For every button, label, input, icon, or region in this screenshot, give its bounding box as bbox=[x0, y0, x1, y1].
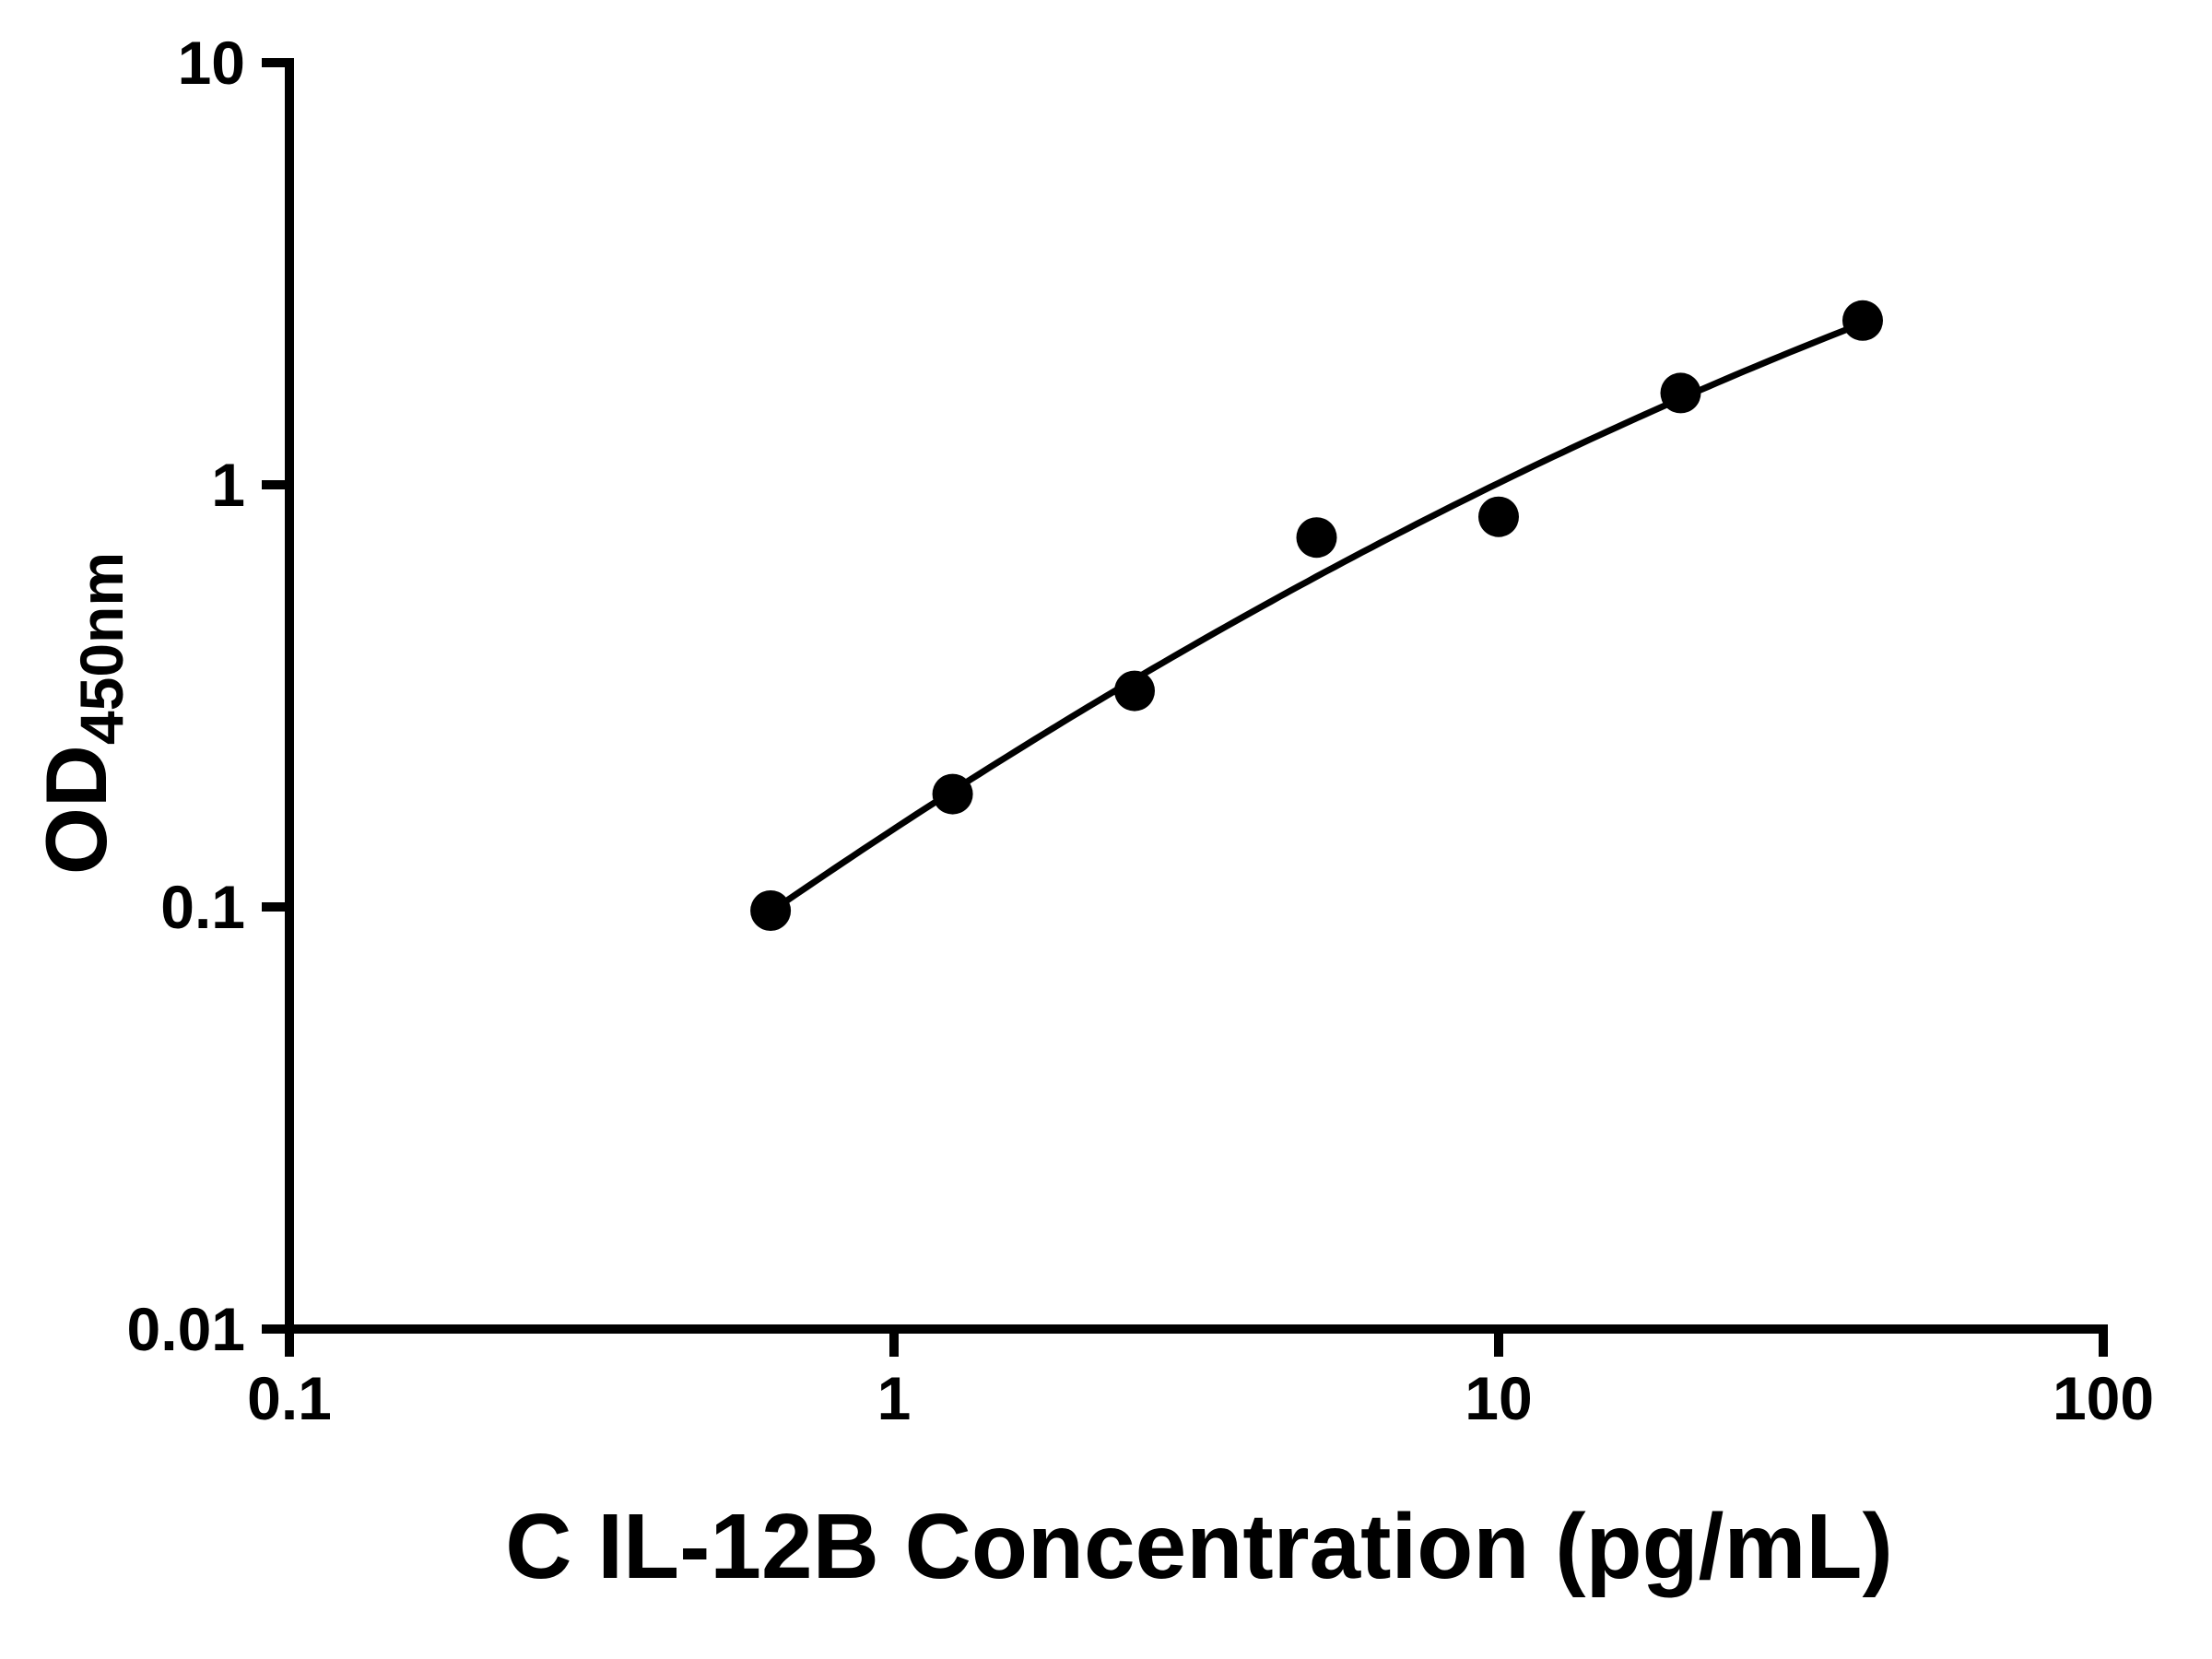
y-tick-label: 0.01 bbox=[127, 1295, 245, 1363]
axes bbox=[285, 58, 2108, 1334]
y-tick-label: 10 bbox=[178, 29, 245, 97]
data-point-marker bbox=[1114, 670, 1155, 712]
y-tick-label: 0.1 bbox=[160, 873, 245, 941]
y-axis-title-main: OD bbox=[28, 745, 124, 875]
x-tick-label: 1 bbox=[877, 1364, 912, 1432]
fit-curve bbox=[769, 320, 1865, 915]
data-point-marker bbox=[750, 890, 792, 931]
axis-ticks bbox=[262, 58, 2108, 1357]
x-tick-label: 0.1 bbox=[247, 1364, 332, 1432]
axis-lines bbox=[285, 58, 2108, 1334]
data-points bbox=[750, 300, 1883, 931]
x-axis-title: C IL-12B Concentration (pg/mL) bbox=[505, 1495, 1893, 1598]
y-axis-title-sub: 450nm bbox=[67, 552, 135, 745]
standard-curve-line bbox=[769, 320, 1865, 915]
data-point-marker bbox=[1842, 300, 1883, 341]
y-axis-title: OD450nm bbox=[28, 552, 135, 875]
x-tick-label: 10 bbox=[1465, 1364, 1532, 1432]
x-tick-label: 100 bbox=[2053, 1364, 2154, 1432]
data-point-marker bbox=[1478, 496, 1519, 537]
data-point-marker bbox=[1296, 517, 1337, 559]
data-point-marker bbox=[932, 773, 973, 815]
y-tick-label: 1 bbox=[211, 451, 245, 519]
data-point-marker bbox=[1660, 372, 1701, 414]
